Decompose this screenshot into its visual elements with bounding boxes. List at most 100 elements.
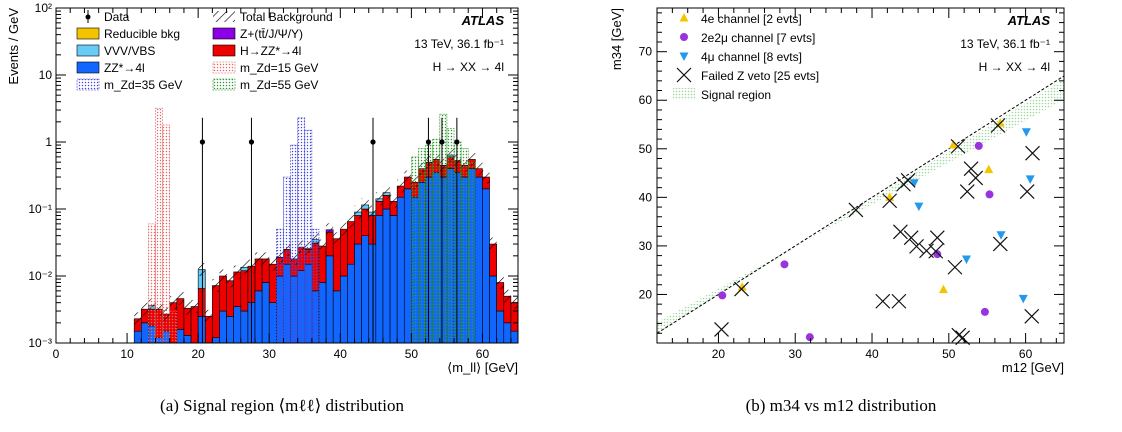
legend-swatch-sig35 [76,78,100,91]
uncertainty-band [468,152,476,166]
point-failed [900,172,916,188]
legend-swatch-signal-region [673,88,695,100]
atlas-label: ATLAS [461,13,505,28]
plot-frame [656,7,1065,344]
bar-zz [475,176,483,344]
point-4mu [961,255,971,265]
y-tick-label: 1 [45,135,52,149]
uncertainty-band [219,269,227,283]
y-tick-label: 10⁻¹ [28,202,52,216]
legend-swatch-zz [76,61,100,74]
point-failed [891,293,907,309]
point-2e2mu [718,291,727,300]
legend-label: 2e2μ channel [7 evts] [701,31,815,45]
data-point [439,139,445,145]
point-failed [928,243,944,259]
point-4mu [1021,128,1031,137]
bar-zz [219,310,227,344]
legend-label: ZZ*→4l [104,61,145,75]
bar-hzz [361,208,370,236]
bar-zz [133,330,142,344]
signal-sig55 [460,148,469,344]
uncertainty-band [347,215,355,229]
x-tick-label: 60 [1019,347,1033,361]
bar-zz [361,235,370,344]
uncertainty-band [212,279,220,293]
bar-hzz [340,228,348,277]
bar-hzz [240,270,249,312]
legend-label: Z+(tt̄/J/Ψ/Υ) [240,27,303,41]
bar-zz [396,196,405,344]
signal-sig15 [148,223,156,344]
point-failed [951,327,967,343]
bar-zz [354,243,362,344]
x-tick-label: 50 [405,347,419,361]
bar-zz [503,322,512,344]
point-failed [734,281,749,297]
point-failed [1019,184,1035,199]
x-tick-label: 20 [191,347,205,361]
signal-sig55 [418,148,426,344]
point-2e2mu [974,141,983,150]
bar-zz [368,243,377,344]
uncertainty-band [255,252,263,266]
signal-sig15 [162,124,171,344]
point-4mu [914,202,924,212]
point-2e2mu [933,250,942,259]
point-4e [995,118,1005,127]
legend-marker-2e2mu [680,33,688,41]
point-failed [875,293,891,309]
bar-zz [403,188,412,344]
bar-zz [183,335,192,344]
x-tick-label: 40 [865,347,879,361]
legend-label: 4μ channel [8 evts] [701,50,802,64]
point-4mu [909,179,919,188]
uncertainty-band [240,260,248,274]
point-failed [893,224,908,240]
point-failed [714,321,729,337]
bar-hzz [197,288,206,317]
bar-zz [340,275,348,344]
plot-frame [55,7,519,344]
x-axis-label: ⟨m_ll⟩ [GeV] [447,360,518,375]
legend-swatch-zonia [212,27,236,40]
y-tick-label: 10⁻² [28,269,52,283]
y-tick-label: 10² [35,1,52,15]
uncertainty-band [375,192,383,206]
x-tick-label: 0 [53,347,60,361]
uncertainty-band [361,198,369,212]
x-tick-label: 30 [263,347,277,361]
legend-label: m_Zd=55 GeV [240,78,318,92]
legend-marker-data [85,14,91,20]
signal-region-band [657,79,1064,334]
y-axis-label: m34 [GeV] [609,8,624,70]
bar-hzz [212,285,220,338]
signal-sig35 [276,228,284,344]
point-2e2mu [780,260,789,269]
signal-sig55 [432,138,441,344]
energy-label: 13 TeV, 36.1 fb⁻¹ [414,37,504,51]
uncertainty-band [269,257,277,271]
point-failed [955,330,971,346]
y-tick-label: 50 [639,142,653,156]
bar-hzz [368,215,377,245]
uncertainty-band [169,296,177,310]
legend-swatch-sig55 [212,78,236,91]
legend-label: Data [104,10,130,24]
y-tick-label: 40 [639,190,653,204]
process-label: H → XX → 4l [433,60,504,74]
signal-sig35 [290,144,298,344]
legend-marker-4mu [679,52,689,61]
bar-zz [489,275,497,344]
legend: Data Total Background Reducible bkg Z+(tt̄/… [76,10,333,92]
uncertainty-band [318,239,327,253]
point-failed [848,202,864,218]
uncertainty-band [233,265,241,279]
x-tick-label: 30 [789,347,803,361]
x-tick-label: 10 [120,347,134,361]
legend-label: 4e channel [2 evts] [701,12,802,26]
point-4mu [1018,294,1028,304]
bar-zz [176,329,185,344]
point-2e2mu [805,333,814,342]
point-4mu [1025,175,1035,184]
